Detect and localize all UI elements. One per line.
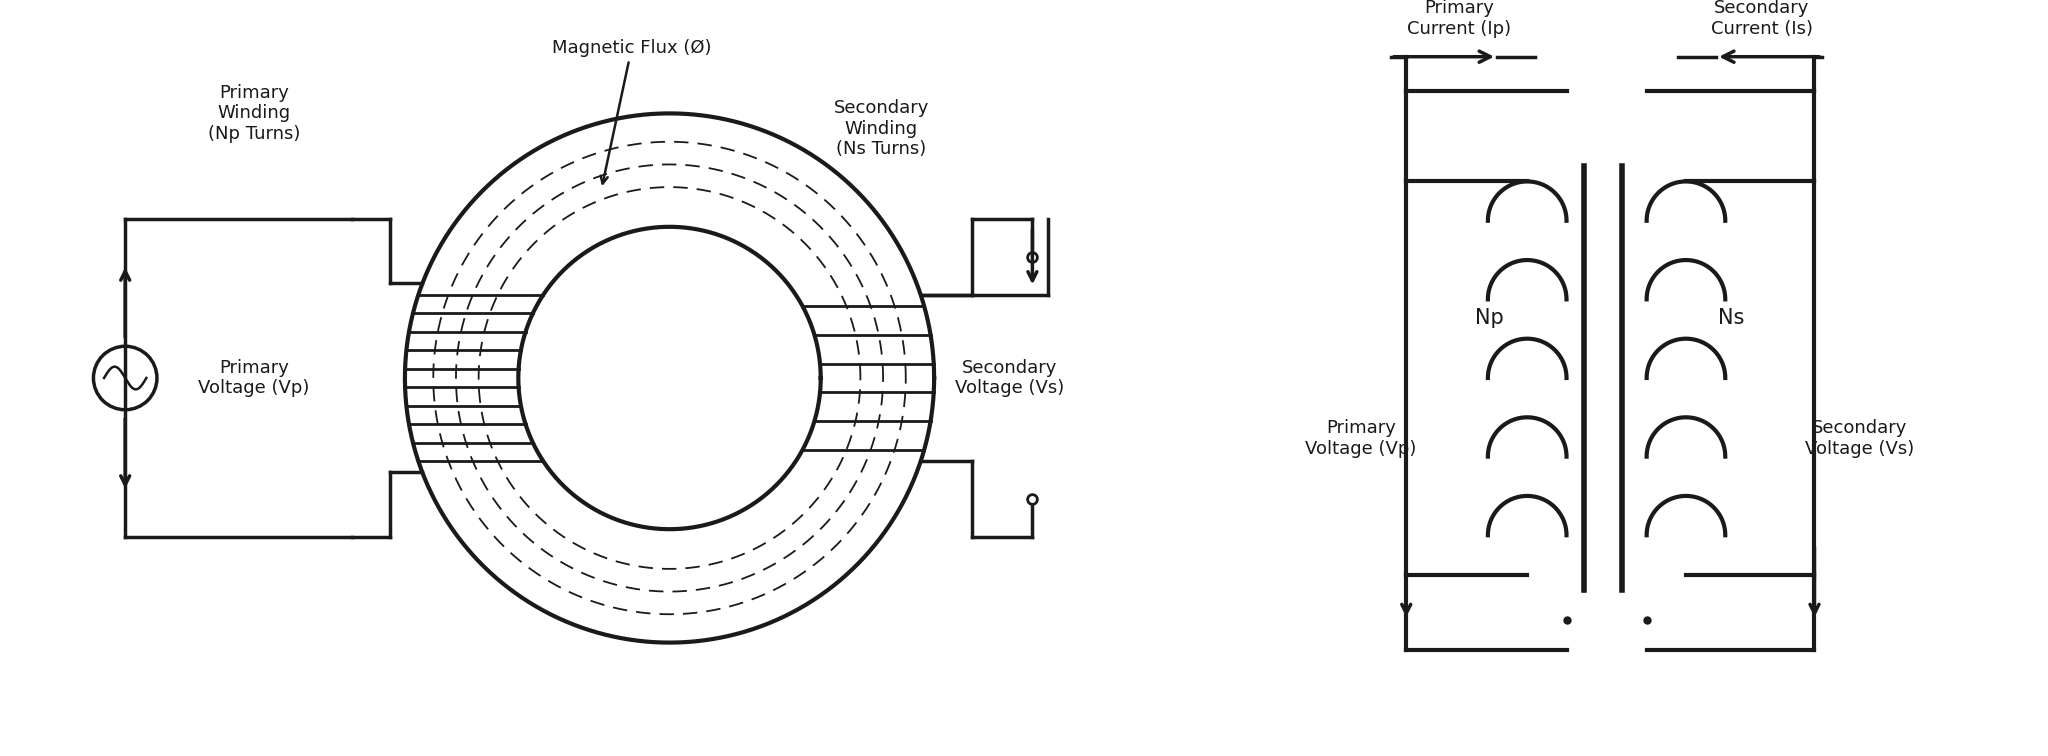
Text: Primary
Voltage (Vp): Primary Voltage (Vp) [199,358,309,398]
Text: Secondary
Voltage (Vs): Secondary Voltage (Vs) [954,358,1065,398]
Text: Primary
Current (Ip): Primary Current (Ip) [1407,0,1511,39]
Text: Ns: Ns [1718,308,1745,327]
Text: Secondary
Current (Is): Secondary Current (Is) [1710,0,1812,39]
Text: Secondary
Voltage (Vs): Secondary Voltage (Vs) [1804,419,1915,458]
Text: Secondary
Winding
(Ns Turns): Secondary Winding (Ns Turns) [834,99,930,158]
Text: Primary
Voltage (Vp): Primary Voltage (Vp) [1305,419,1417,458]
Text: Np: Np [1475,308,1503,327]
Text: Primary
Winding
(Np Turns): Primary Winding (Np Turns) [207,84,299,143]
Text: Magnetic Flux (Ø): Magnetic Flux (Ø) [553,39,711,184]
